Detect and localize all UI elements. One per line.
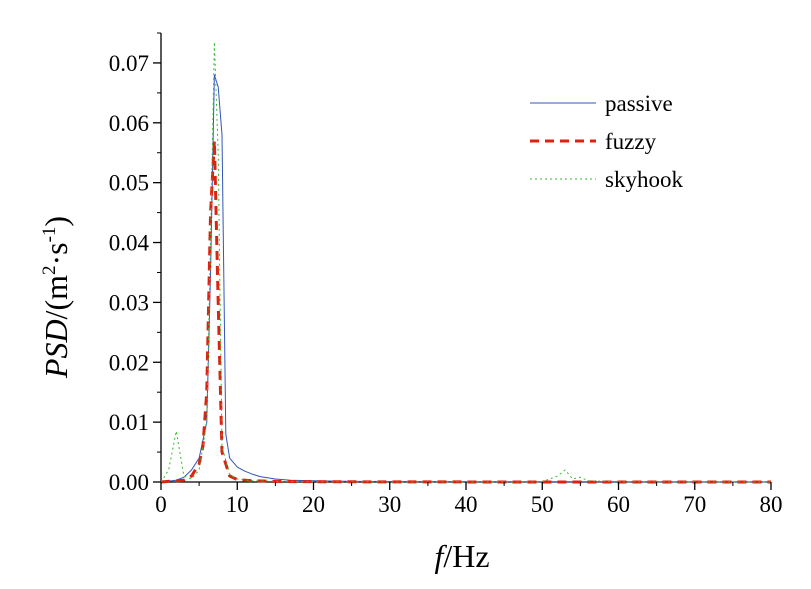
y-axis-title-sup2: -1 <box>39 227 60 243</box>
y-tick-label-0.02: 0.02 <box>109 350 149 375</box>
legend: passive fuzzy skyhook <box>530 91 683 192</box>
x-axis-title: f/Hz <box>434 538 489 574</box>
y-axis-title-italic: PSD <box>38 319 74 379</box>
y-tick-label-0.04: 0.04 <box>109 231 150 256</box>
y-axis-title-end: ) <box>38 216 74 227</box>
y-tick-label-0.05: 0.05 <box>109 171 149 196</box>
y-axis-title-mid: ·s <box>38 242 74 265</box>
y-tick-label-0.07: 0.07 <box>109 51 149 76</box>
y-axis-title-rest: /(m <box>38 275 74 320</box>
y-axis-title-sup1: 2 <box>39 266 60 276</box>
x-tick-label-70: 70 <box>683 492 706 517</box>
x-tick-label-40: 40 <box>455 492 478 517</box>
y-tick-label-0.01: 0.01 <box>109 410 149 435</box>
x-tick-label-80: 80 <box>760 492 783 517</box>
y-axis-title: PSD/(m2·s-1) <box>38 216 74 379</box>
y-tick-label-0.00: 0.00 <box>109 470 149 495</box>
legend-label-fuzzy: fuzzy <box>605 129 657 154</box>
series-layer <box>160 41 772 484</box>
x-tick-label-10: 10 <box>226 492 249 517</box>
x-tick-label-30: 30 <box>378 492 401 517</box>
x-axis-title-unit: /Hz <box>443 538 489 574</box>
x-tick-label-0: 0 <box>155 492 167 517</box>
x-tick-label-60: 60 <box>607 492 630 517</box>
x-tick-label-50: 50 <box>531 492 554 517</box>
x-tick-label-20: 20 <box>302 492 325 517</box>
legend-label-skyhook: skyhook <box>605 167 683 192</box>
ticks-layer: 0 10 20 30 40 50 60 70 80 0.00 0.01 0.02 0.03 0.04 0.0… <box>109 32 783 517</box>
series-line-skyhook <box>160 41 772 483</box>
series-line-passive <box>160 74 772 483</box>
legend-label-passive: passive <box>605 91 673 116</box>
plot-frame <box>160 33 771 483</box>
y-tick-label-0.06: 0.06 <box>109 111 149 136</box>
y-tick-label-0.03: 0.03 <box>109 290 149 315</box>
